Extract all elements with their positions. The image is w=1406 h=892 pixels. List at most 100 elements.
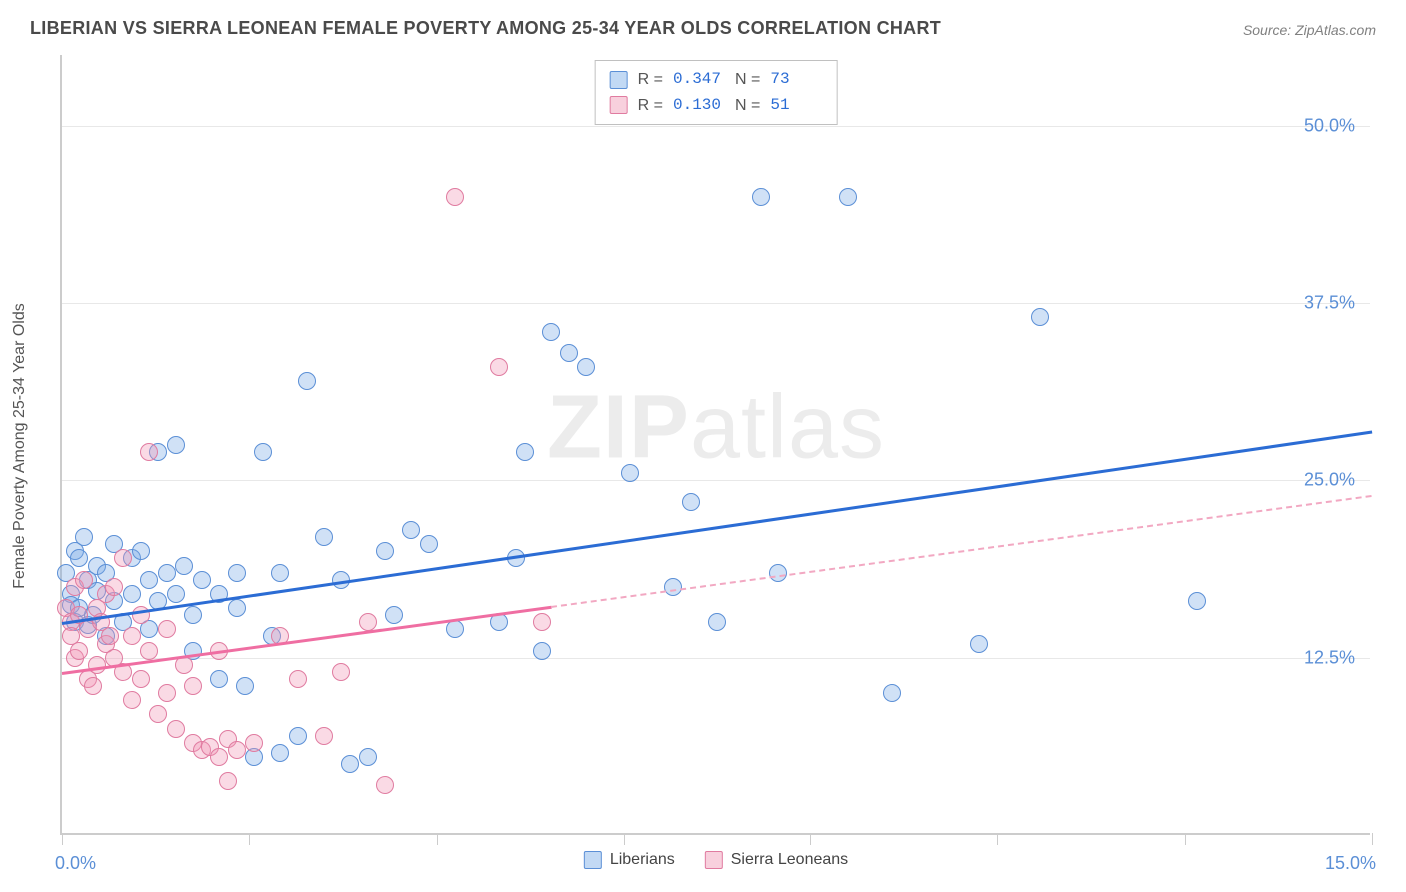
gridline	[62, 126, 1370, 127]
data-point-liberians	[542, 323, 560, 341]
x-min-label: 0.0%	[55, 853, 96, 874]
swatch-sierra	[705, 851, 723, 869]
data-point-liberians	[236, 677, 254, 695]
data-point-sierra_leoneans	[105, 578, 123, 596]
x-tick	[624, 833, 625, 845]
y-tick-label: 12.5%	[1304, 647, 1355, 668]
gridline	[62, 303, 1370, 304]
data-point-liberians	[621, 464, 639, 482]
data-point-sierra_leoneans	[114, 549, 132, 567]
data-point-sierra_leoneans	[158, 620, 176, 638]
data-point-liberians	[167, 585, 185, 603]
data-point-sierra_leoneans	[101, 627, 119, 645]
data-point-liberians	[140, 571, 158, 589]
data-point-liberians	[883, 684, 901, 702]
data-point-liberians	[516, 443, 534, 461]
legend-label: Liberians	[610, 851, 675, 869]
data-point-liberians	[123, 585, 141, 603]
r-value-sierra: 0.130	[673, 93, 725, 119]
data-point-sierra_leoneans	[359, 613, 377, 631]
legend-item-liberians: Liberians	[584, 851, 675, 869]
data-point-liberians	[560, 344, 578, 362]
watermark: ZIPatlas	[547, 377, 885, 480]
n-value-liberians: 73	[770, 67, 822, 93]
data-point-sierra_leoneans	[219, 772, 237, 790]
x-tick	[62, 833, 63, 845]
data-point-liberians	[402, 521, 420, 539]
data-point-sierra_leoneans	[446, 188, 464, 206]
data-point-liberians	[175, 557, 193, 575]
data-point-liberians	[682, 493, 700, 511]
data-point-sierra_leoneans	[75, 571, 93, 589]
stats-box: R = 0.347 N = 73 R = 0.130 N = 51	[595, 60, 838, 125]
x-tick	[437, 833, 438, 845]
data-point-liberians	[184, 606, 202, 624]
data-point-liberians	[254, 443, 272, 461]
data-point-liberians	[228, 599, 246, 617]
data-point-liberians	[132, 542, 150, 560]
x-tick	[1372, 833, 1373, 845]
x-max-label: 15.0%	[1325, 853, 1376, 874]
n-value-sierra: 51	[770, 93, 822, 119]
data-point-liberians	[708, 613, 726, 631]
data-point-sierra_leoneans	[140, 642, 158, 660]
data-point-liberians	[289, 727, 307, 745]
data-point-sierra_leoneans	[84, 677, 102, 695]
data-point-sierra_leoneans	[184, 677, 202, 695]
data-point-liberians	[271, 564, 289, 582]
data-point-sierra_leoneans	[132, 670, 150, 688]
data-point-liberians	[970, 635, 988, 653]
x-tick	[1185, 833, 1186, 845]
data-point-sierra_leoneans	[533, 613, 551, 631]
x-tick	[997, 833, 998, 845]
r-label: R =	[638, 93, 663, 119]
x-tick	[249, 833, 250, 845]
data-point-sierra_leoneans	[167, 720, 185, 738]
data-point-liberians	[376, 542, 394, 560]
y-tick-label: 37.5%	[1304, 293, 1355, 314]
data-point-sierra_leoneans	[490, 358, 508, 376]
plot-area: ZIPatlas R = 0.347 N = 73 R = 0.130 N = …	[60, 55, 1370, 835]
legend-label: Sierra Leoneans	[731, 851, 848, 869]
data-point-liberians	[359, 748, 377, 766]
data-point-liberians	[420, 535, 438, 553]
chart-title: LIBERIAN VS SIERRA LEONEAN FEMALE POVERT…	[30, 18, 941, 39]
data-point-liberians	[193, 571, 211, 589]
swatch-liberians	[584, 851, 602, 869]
data-point-liberians	[228, 564, 246, 582]
r-label: R =	[638, 67, 663, 93]
data-point-liberians	[385, 606, 403, 624]
data-point-sierra_leoneans	[210, 748, 228, 766]
n-label: N =	[735, 93, 760, 119]
gridline	[62, 658, 1370, 659]
data-point-liberians	[533, 642, 551, 660]
y-axis-title: Female Poverty Among 25-34 Year Olds	[11, 303, 29, 589]
data-point-sierra_leoneans	[289, 670, 307, 688]
data-point-sierra_leoneans	[70, 642, 88, 660]
data-point-liberians	[839, 188, 857, 206]
data-point-sierra_leoneans	[149, 705, 167, 723]
data-point-liberians	[1188, 592, 1206, 610]
data-point-liberians	[210, 670, 228, 688]
data-point-liberians	[158, 564, 176, 582]
data-point-liberians	[341, 755, 359, 773]
data-point-liberians	[577, 358, 595, 376]
data-point-liberians	[446, 620, 464, 638]
stats-row-sierra: R = 0.130 N = 51	[610, 93, 823, 119]
data-point-sierra_leoneans	[245, 734, 263, 752]
data-point-liberians	[752, 188, 770, 206]
data-point-liberians	[298, 372, 316, 390]
stats-row-liberians: R = 0.347 N = 73	[610, 67, 823, 93]
data-point-sierra_leoneans	[140, 443, 158, 461]
legend: Liberians Sierra Leoneans	[584, 851, 848, 869]
data-point-sierra_leoneans	[228, 741, 246, 759]
n-label: N =	[735, 67, 760, 93]
data-point-liberians	[769, 564, 787, 582]
data-point-sierra_leoneans	[123, 627, 141, 645]
data-point-liberians	[664, 578, 682, 596]
data-point-sierra_leoneans	[158, 684, 176, 702]
r-value-liberians: 0.347	[673, 67, 725, 93]
data-point-sierra_leoneans	[332, 663, 350, 681]
y-tick-label: 25.0%	[1304, 470, 1355, 491]
regression-line-sierra-dashed	[551, 495, 1372, 608]
